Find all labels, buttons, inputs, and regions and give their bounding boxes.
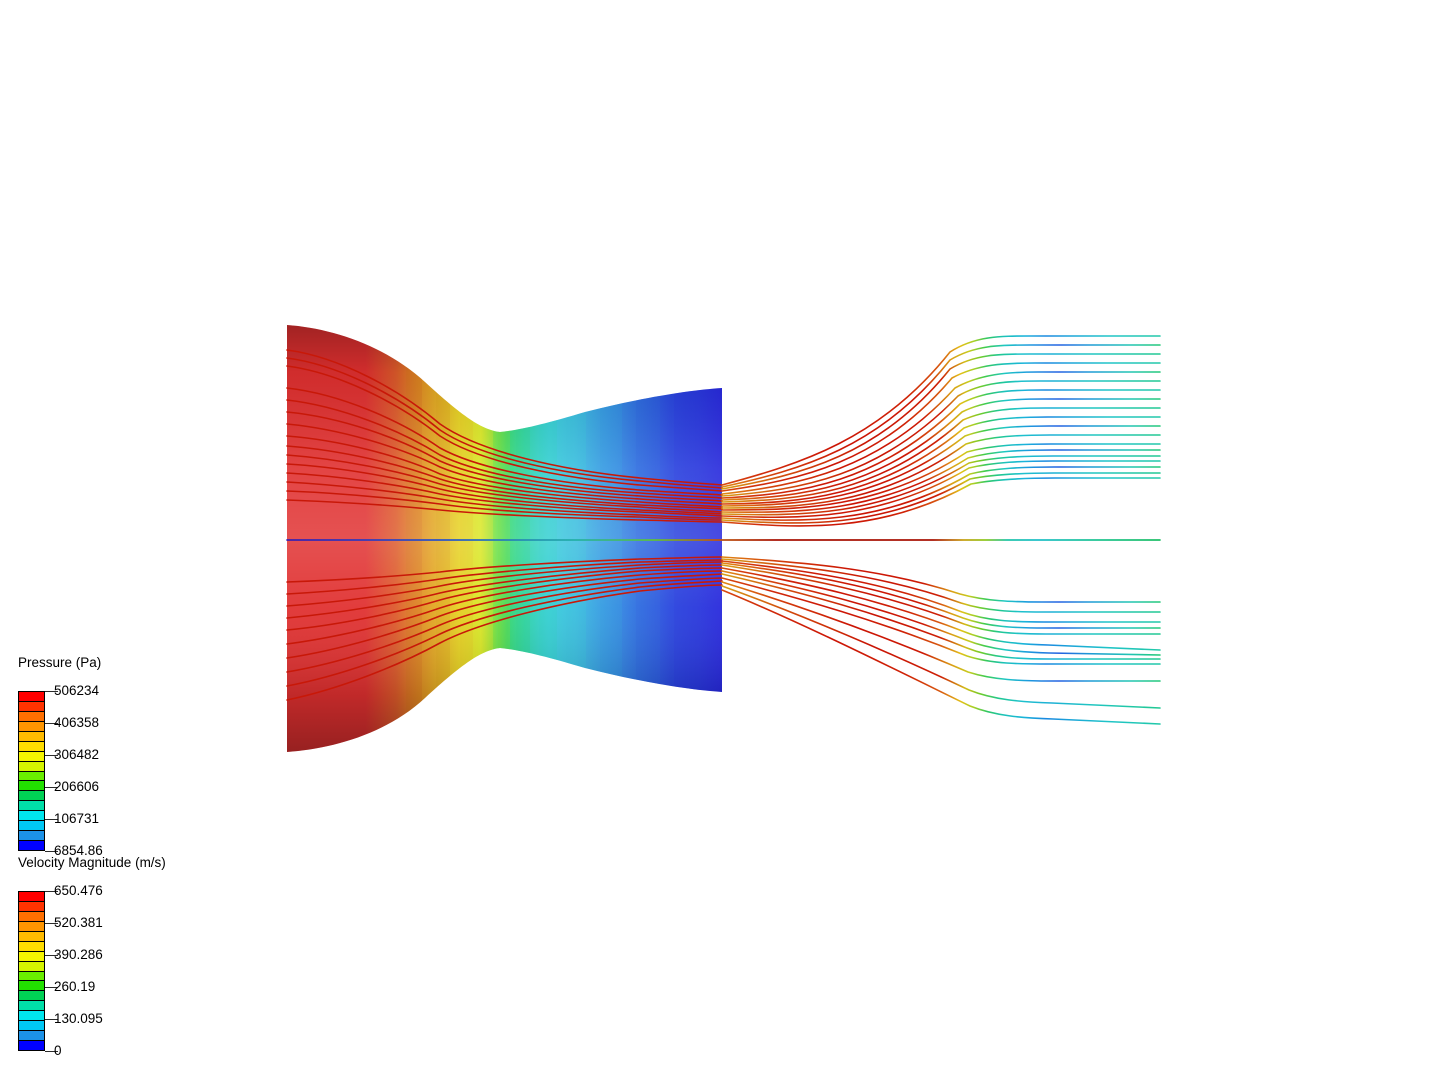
velocity-colorbar[interactable] (18, 891, 45, 1051)
pressure-tick-label: 6854.86 (54, 843, 103, 858)
pressure-colorbar[interactable] (18, 691, 45, 851)
velocity-band-11 (19, 1001, 44, 1012)
streamlines[interactable] (286, 335, 1161, 725)
velocity-band-15 (19, 1041, 44, 1050)
pressure-band-4 (19, 731, 44, 742)
velocity-legend-title: Velocity Magnitude (m/s) (18, 855, 166, 870)
pressure-tick-mark (45, 818, 58, 821)
velocity-band-0 (19, 892, 44, 902)
pressure-legend-title: Pressure (Pa) (18, 655, 102, 670)
pressure-band-10 (19, 791, 44, 802)
pressure-band-5 (19, 741, 44, 752)
velocity-colorbar-wrap[interactable] (18, 891, 45, 1051)
surface-shading (287, 325, 722, 752)
pressure-tick-mark (45, 722, 58, 725)
velocity-tick-mark (45, 890, 58, 893)
velocity-tick-label: 130.095 (54, 1011, 103, 1026)
velocity-tick-labels: 650.476 520.381 390.286 260.19 130.095 0 (18, 883, 238, 1060)
velocity-tick-label: 390.286 (54, 947, 103, 962)
pressure-tick-label: 206606 (54, 779, 100, 794)
pressure-band-1 (19, 701, 44, 712)
pressure-band-9 (19, 781, 44, 792)
velocity-band-1 (19, 901, 44, 912)
pressure-band-8 (19, 771, 44, 782)
pressure-band-3 (19, 721, 44, 732)
velocity-band-5 (19, 941, 44, 952)
pressure-band-0 (19, 692, 44, 702)
velocity-band-4 (19, 931, 44, 942)
pressure-colorbar-wrap[interactable] (18, 691, 45, 851)
streamline-group-inner-upper (286, 349, 723, 523)
velocity-band-8 (19, 971, 44, 982)
velocity-band-3 (19, 921, 44, 932)
velocity-band-13 (19, 1021, 44, 1032)
pressure-band-7 (19, 761, 44, 772)
velocity-tick-mark (45, 922, 58, 925)
pressure-tick-mark (45, 690, 58, 693)
velocity-band-12 (19, 1011, 44, 1022)
velocity-tick-mark (45, 1050, 58, 1053)
streamline-group-plume-upper (721, 335, 1161, 527)
pressure-tick-label: 106731 (54, 811, 100, 826)
nozzle-surface (287, 325, 722, 752)
streamline-group-inner-lower (286, 556, 723, 701)
pressure-band-15 (19, 841, 44, 850)
velocity-band-7 (19, 961, 44, 972)
velocity-tick-mark (45, 954, 58, 957)
pressure-band-14 (19, 831, 44, 842)
pressure-band-13 (19, 821, 44, 832)
velocity-tick-mark (45, 1018, 58, 1021)
pressure-band-6 (19, 751, 44, 762)
velocity-band-6 (19, 951, 44, 962)
pressure-band-12 (19, 811, 44, 822)
pressure-band-11 (19, 801, 44, 812)
velocity-band-9 (19, 981, 44, 992)
velocity-tick-label: 520.381 (54, 915, 103, 930)
pressure-tick-mark (45, 850, 58, 853)
velocity-tick-mark (45, 986, 58, 989)
pressure-tick-label: 506234 (54, 683, 100, 698)
streamline-group-plume-lower (721, 556, 1161, 725)
velocity-band-14 (19, 1031, 44, 1042)
pressure-tick-labels: 506234 406358 306482 206606 106731 6854.86 (18, 683, 238, 860)
velocity-band-2 (19, 911, 44, 922)
pressure-tick-label: 306482 (54, 747, 100, 762)
pressure-tick-mark (45, 786, 58, 789)
pressure-band-2 (19, 711, 44, 722)
velocity-tick-label: 650.476 (54, 883, 103, 898)
velocity-tick-label: 0 (54, 1043, 62, 1058)
velocity-band-10 (19, 991, 44, 1002)
pressure-tick-label: 406358 (54, 715, 100, 730)
velocity-tick-label: 260.19 (54, 979, 96, 994)
pressure-tick-mark (45, 754, 58, 757)
